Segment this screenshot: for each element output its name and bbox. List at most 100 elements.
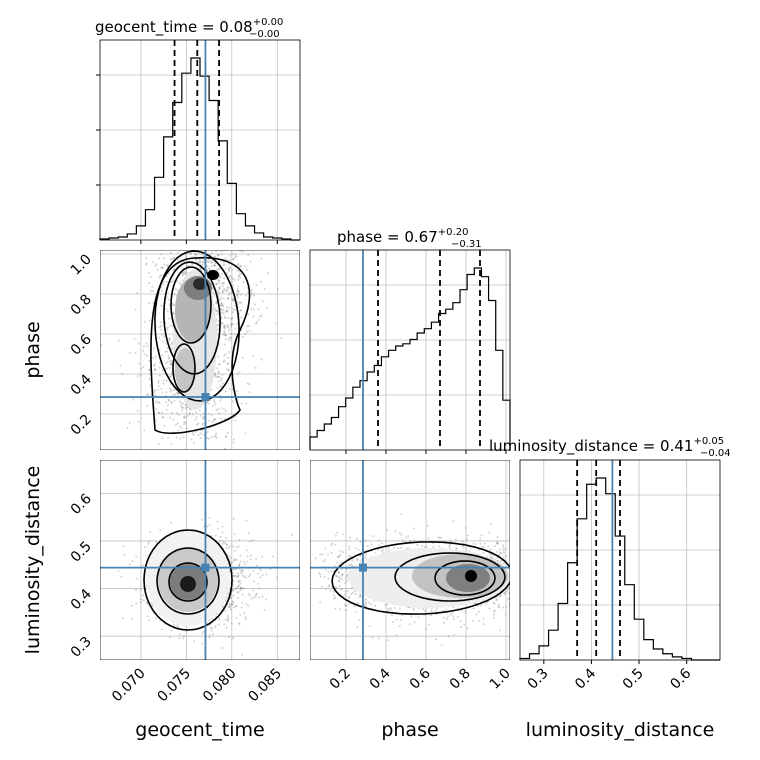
scatter-point bbox=[169, 383, 172, 386]
scatter-point bbox=[234, 587, 237, 590]
scatter-point bbox=[199, 414, 202, 417]
scatter-point bbox=[497, 605, 500, 608]
scatter-point bbox=[238, 565, 241, 567]
scatter-point bbox=[368, 625, 371, 628]
scatter-point bbox=[143, 546, 146, 549]
scatter-point bbox=[221, 322, 224, 325]
scatter-point bbox=[228, 605, 231, 608]
scatter-point bbox=[371, 636, 374, 639]
y-tick-label: 0.4 bbox=[68, 586, 95, 613]
scatter-point bbox=[228, 291, 230, 294]
scatter-point bbox=[211, 291, 214, 294]
scatter-point bbox=[492, 616, 495, 619]
scatter-point bbox=[135, 577, 138, 580]
scatter-point bbox=[255, 557, 257, 560]
scatter-point bbox=[455, 547, 458, 550]
scatter-point bbox=[334, 573, 337, 576]
scatter-point bbox=[172, 268, 175, 271]
scatter-point bbox=[280, 336, 283, 339]
scatter-point bbox=[158, 366, 161, 369]
scatter-point bbox=[503, 591, 505, 594]
scatter-point bbox=[291, 533, 294, 536]
scatter-point bbox=[223, 332, 226, 334]
scatter-point bbox=[226, 309, 228, 312]
scatter-point bbox=[207, 419, 210, 422]
scatter-point bbox=[153, 390, 156, 393]
scatter-point bbox=[142, 599, 145, 602]
scatter-point bbox=[338, 570, 340, 573]
scatter-point bbox=[381, 542, 384, 545]
scatter-point bbox=[173, 303, 176, 306]
scatter-point bbox=[121, 372, 124, 375]
scatter-point bbox=[232, 589, 235, 592]
scatter-point bbox=[208, 619, 211, 622]
scatter-point bbox=[425, 545, 428, 548]
scatter-point bbox=[479, 604, 482, 607]
scatter-point bbox=[217, 254, 220, 257]
scatter-point bbox=[215, 309, 218, 312]
scatter-point bbox=[223, 327, 226, 330]
scatter-point bbox=[237, 285, 240, 288]
scatter-point bbox=[236, 591, 239, 594]
scatter-point bbox=[234, 327, 237, 330]
scatter-point bbox=[338, 555, 341, 558]
scatter-point bbox=[136, 291, 139, 294]
scatter-point bbox=[231, 400, 234, 403]
scatter-point bbox=[335, 575, 338, 578]
scatter-point bbox=[250, 554, 252, 557]
scatter-point bbox=[240, 293, 243, 296]
scatter-point bbox=[153, 347, 156, 350]
scatter-point bbox=[321, 553, 324, 556]
scatter-point bbox=[344, 609, 347, 612]
scatter-point bbox=[210, 389, 213, 391]
scatter-point bbox=[242, 574, 245, 577]
scatter-point bbox=[221, 304, 224, 307]
scatter-point bbox=[445, 608, 448, 611]
scatter-point bbox=[236, 269, 239, 272]
scatter-point bbox=[163, 335, 166, 338]
scatter-point bbox=[140, 367, 142, 370]
y-tick-label: 0.8 bbox=[68, 292, 95, 319]
scatter-point bbox=[252, 308, 255, 311]
scatter-point bbox=[232, 559, 235, 562]
scatter-point bbox=[160, 266, 163, 269]
scatter-point bbox=[233, 332, 236, 335]
scatter-point bbox=[239, 580, 242, 583]
x-tick-label: 0.8 bbox=[447, 666, 474, 693]
scatter-point bbox=[215, 409, 218, 412]
scatter-point bbox=[169, 258, 172, 261]
scatter-point bbox=[157, 381, 160, 384]
scatter-point bbox=[214, 372, 217, 375]
scatter-point bbox=[250, 597, 253, 600]
scatter-point bbox=[159, 275, 162, 277]
x-tick-label: 0.075 bbox=[155, 666, 195, 706]
scatter-point bbox=[428, 623, 430, 626]
scatter-point bbox=[462, 546, 465, 549]
scatter-point bbox=[239, 587, 242, 590]
scatter-point bbox=[161, 437, 164, 440]
scatter-point bbox=[248, 391, 251, 394]
scatter-point bbox=[254, 595, 257, 598]
scatter-point bbox=[154, 355, 157, 358]
scatter-point bbox=[226, 363, 229, 366]
scatter-point bbox=[324, 547, 327, 550]
scatter-point bbox=[245, 603, 247, 605]
scatter-point bbox=[222, 285, 225, 288]
scatter-point bbox=[447, 634, 450, 637]
scatter-point bbox=[365, 605, 367, 608]
title-sub: −0.04 bbox=[700, 448, 731, 459]
scatter-point bbox=[219, 304, 222, 307]
scatter-point bbox=[255, 322, 257, 325]
scatter-point bbox=[319, 573, 322, 576]
scatter-point bbox=[185, 271, 188, 274]
scatter-point bbox=[170, 411, 173, 414]
x-tick-label: 0.4 bbox=[572, 665, 599, 692]
scatter-point bbox=[170, 629, 173, 632]
scatter-point bbox=[261, 555, 263, 558]
scatter-point bbox=[246, 555, 249, 558]
density-fill bbox=[465, 570, 477, 582]
scatter-point bbox=[346, 575, 349, 577]
scatter-point bbox=[231, 568, 234, 571]
scatter-point bbox=[259, 576, 262, 579]
scatter-point bbox=[176, 280, 179, 283]
